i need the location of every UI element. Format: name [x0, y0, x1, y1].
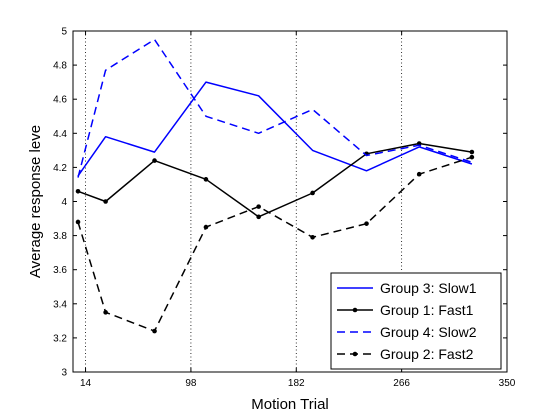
- data-point: [203, 224, 209, 230]
- y-tick-label: 4: [61, 197, 67, 208]
- y-tick-label: 5: [61, 27, 67, 38]
- legend-label: Group 2: Fast2: [380, 346, 474, 362]
- legend-label: Group 1: Fast1: [380, 302, 474, 318]
- axis-ticks: 14 98 182 266 350 3 3.2 3.4 3.6 3.8 4 4.2 4.4 4.6 4.8 5: [53, 27, 516, 390]
- x-tick-label: 350: [499, 378, 516, 389]
- data-point: [75, 219, 81, 225]
- data-point: [256, 204, 261, 209]
- legend-label: Group 3: Slow1: [380, 280, 477, 296]
- data-point: [310, 190, 315, 196]
- series-lines: [75, 38, 475, 334]
- series-line: [77, 81, 473, 177]
- legend-label: Group 4: Slow2: [380, 324, 477, 340]
- legend: Group 3: Slow1 Group 1: Fast1 Group 4: Slo…: [330, 272, 502, 370]
- legend-item: Group 4: Slow2: [337, 324, 477, 340]
- x-tick-label: 182: [288, 378, 305, 389]
- data-point: [310, 235, 315, 240]
- y-axis-label: Average response leve: [27, 125, 44, 278]
- legend-marker: [352, 307, 358, 313]
- y-tick-label: 3.8: [53, 231, 67, 242]
- data-point: [103, 310, 108, 315]
- data-point: [469, 154, 475, 160]
- y-tick-label: 4.6: [53, 95, 67, 106]
- x-axis-label: Motion Trial: [251, 396, 329, 413]
- y-tick-label: 3.2: [53, 333, 67, 344]
- y-tick-label: 3.6: [53, 265, 67, 276]
- x-tick-label: 98: [185, 378, 197, 389]
- legend-item: Group 2: Fast2: [337, 346, 474, 362]
- data-point: [103, 199, 108, 204]
- series-2: [75, 141, 475, 220]
- data-point: [203, 177, 209, 182]
- series-line: [77, 38, 473, 178]
- data-point: [152, 158, 157, 163]
- data-point: [75, 188, 81, 194]
- y-tick-label: 4.4: [53, 129, 67, 140]
- legend-item: Group 1: Fast1: [337, 302, 474, 318]
- y-tick-label: 3.4: [53, 299, 67, 310]
- series-3: [77, 38, 473, 178]
- series-1: [77, 81, 473, 177]
- data-point: [256, 214, 261, 220]
- legend-box: [330, 272, 502, 370]
- data-point: [364, 221, 369, 226]
- legend-marker: [352, 351, 358, 357]
- x-tick-label: 14: [80, 378, 92, 389]
- data-point: [152, 328, 157, 334]
- y-tick-label: 4.8: [53, 61, 67, 72]
- data-point: [416, 171, 422, 177]
- x-tick-label: 266: [393, 378, 410, 389]
- legend-item: Group 3: Slow1: [337, 280, 477, 296]
- data-point: [469, 149, 475, 155]
- y-tick-label: 3: [61, 368, 67, 379]
- y-tick-label: 4.2: [53, 163, 67, 174]
- series-4: [75, 154, 475, 334]
